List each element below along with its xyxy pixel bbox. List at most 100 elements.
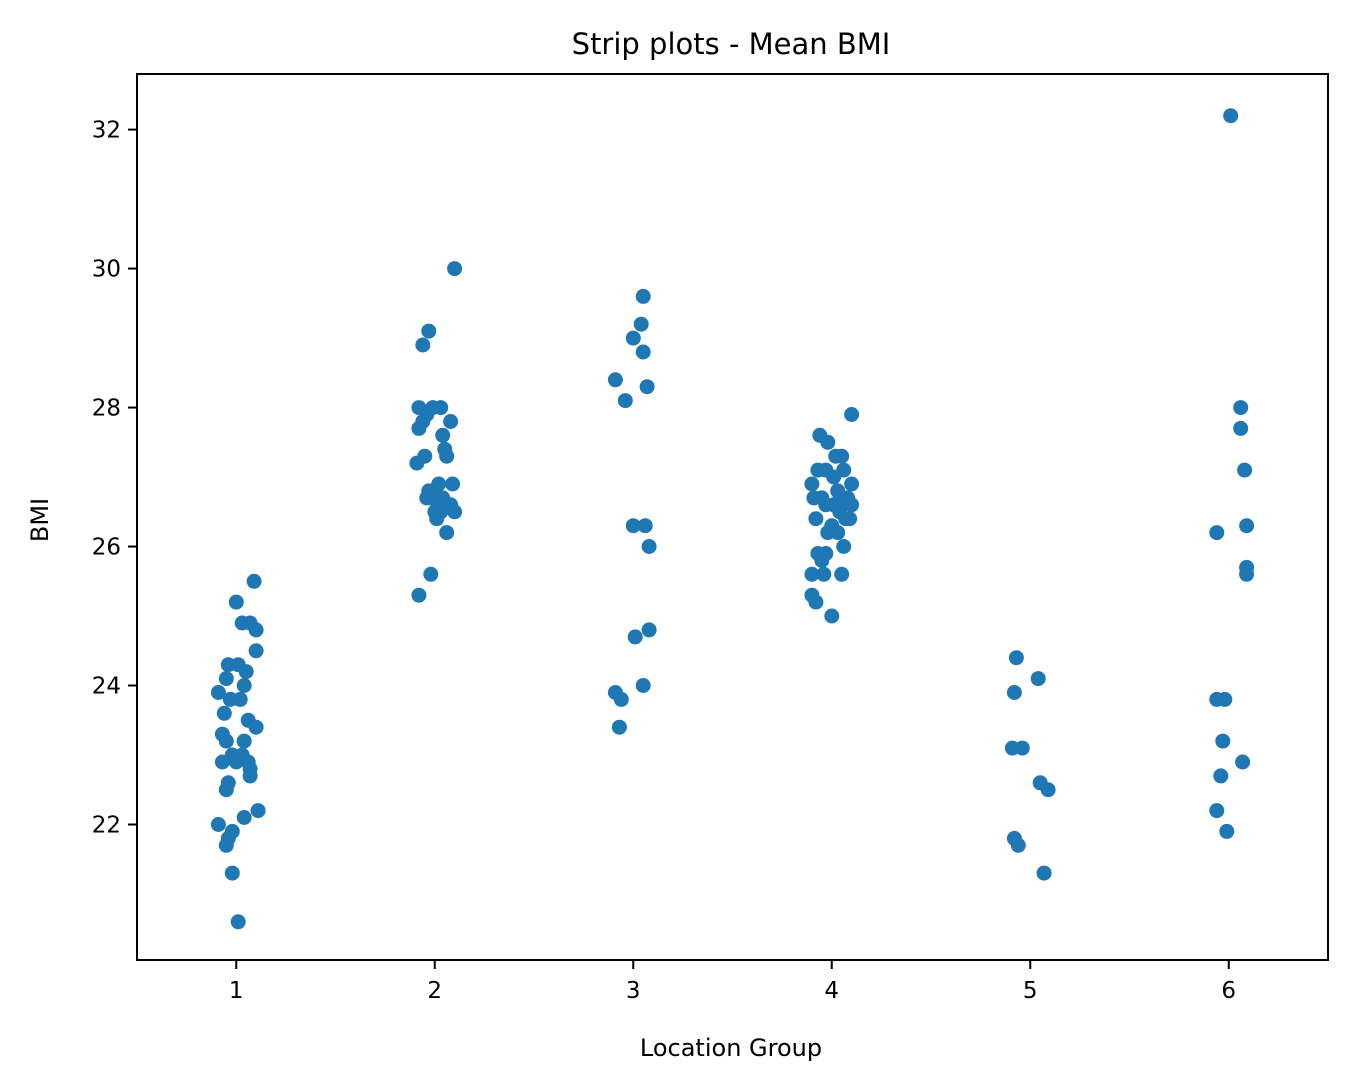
data-point	[834, 448, 850, 464]
x-axis: 1 2 3 4 5 6	[229, 960, 1236, 1004]
data-point	[1217, 691, 1233, 707]
data-point	[1233, 400, 1249, 416]
data-point	[830, 525, 846, 541]
data-point	[250, 803, 266, 819]
chart-title: Strip plots - Mean BMI	[572, 27, 891, 61]
data-point	[230, 914, 246, 930]
y-axis: 22 24 26 28 30 32	[92, 118, 137, 838]
data-point	[635, 288, 651, 304]
x-tick-label: 2	[427, 978, 442, 1004]
data-point	[445, 476, 461, 492]
data-point	[439, 525, 455, 541]
data-point	[1215, 733, 1231, 749]
data-point	[1213, 768, 1229, 784]
data-point	[224, 865, 240, 881]
y-tick-label: 22	[92, 812, 121, 838]
data-point	[1235, 754, 1251, 770]
data-point	[433, 400, 449, 416]
data-point	[439, 448, 455, 464]
data-point	[844, 476, 860, 492]
y-tick-label: 30	[92, 257, 121, 283]
data-point	[820, 434, 836, 450]
data-point	[236, 678, 252, 693]
data-point	[210, 685, 226, 700]
data-point	[804, 476, 820, 492]
data-point	[1209, 525, 1225, 541]
data-point	[611, 719, 627, 735]
data-point	[1233, 420, 1249, 436]
data-point	[836, 539, 852, 554]
data-point	[808, 594, 824, 610]
data-point	[248, 622, 264, 638]
data-point	[1014, 740, 1030, 756]
data-point	[607, 372, 623, 388]
data-point	[808, 511, 824, 527]
data-point	[411, 587, 427, 603]
x-tick-label: 3	[626, 978, 641, 1004]
data-point	[447, 261, 463, 277]
data-point	[625, 518, 641, 534]
data-point	[411, 420, 427, 436]
data-point	[228, 594, 244, 610]
data-point	[641, 539, 657, 554]
data-point	[236, 810, 252, 825]
data-point	[238, 664, 254, 680]
data-point	[617, 393, 633, 409]
data-point	[435, 427, 451, 443]
data-point	[248, 719, 264, 735]
plot-area	[136, 73, 1329, 961]
data-point	[637, 518, 653, 534]
data-point	[625, 330, 641, 346]
data-point	[1223, 108, 1239, 124]
data-point	[218, 837, 234, 853]
data-point	[1209, 803, 1225, 819]
data-point	[816, 566, 832, 582]
data-point	[242, 768, 258, 784]
x-tick-label: 1	[229, 978, 244, 1004]
data-point	[641, 622, 657, 638]
data-point	[1239, 566, 1255, 582]
y-axis-label: BMI	[26, 498, 54, 542]
data-point	[824, 608, 840, 624]
y-tick-label: 26	[92, 535, 121, 561]
y-tick-label: 32	[92, 118, 121, 144]
x-tick-label: 5	[1023, 978, 1038, 1004]
data-points	[210, 108, 1255, 930]
x-tick-label: 6	[1221, 978, 1236, 1004]
data-point	[1030, 671, 1046, 687]
data-point	[214, 754, 230, 770]
data-point	[834, 566, 850, 582]
data-point	[627, 629, 643, 645]
data-point	[1008, 650, 1024, 666]
data-point	[246, 573, 262, 589]
data-point	[236, 733, 252, 749]
data-point	[218, 782, 234, 798]
data-point	[429, 511, 445, 527]
data-point	[1239, 518, 1255, 534]
data-point	[423, 490, 439, 506]
data-point	[218, 671, 234, 687]
data-point	[1237, 462, 1253, 478]
data-point	[210, 817, 226, 832]
x-tick-label: 4	[824, 978, 839, 1004]
data-point	[842, 511, 858, 527]
data-point	[248, 643, 264, 659]
data-point	[1219, 823, 1235, 839]
data-point	[633, 316, 649, 332]
data-point	[826, 469, 842, 485]
data-point	[1040, 782, 1056, 798]
data-point	[635, 678, 651, 693]
data-point	[818, 497, 834, 513]
data-point	[1010, 837, 1026, 853]
data-point	[218, 733, 234, 749]
data-point	[423, 566, 439, 582]
data-point	[804, 566, 820, 582]
data-point	[443, 414, 459, 429]
data-point	[1036, 865, 1052, 881]
data-point	[844, 497, 860, 513]
data-point	[814, 552, 830, 568]
data-point	[228, 754, 244, 770]
data-point	[639, 379, 655, 395]
